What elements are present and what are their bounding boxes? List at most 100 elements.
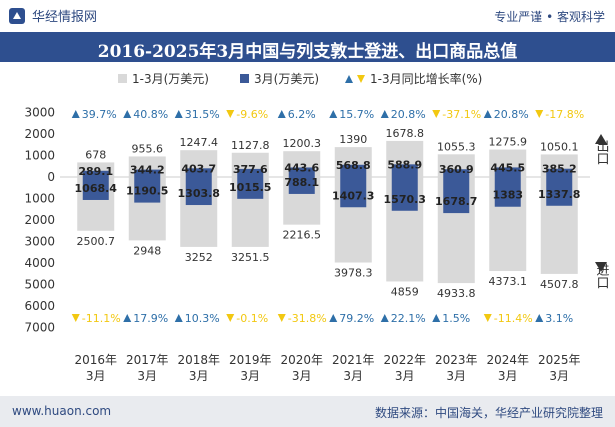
import-month-value: 1407.3	[332, 189, 374, 202]
legend-swatch-month	[240, 74, 249, 83]
import-growth-label: -11.4%	[494, 312, 533, 325]
import-cumulative-value: 4373.1	[489, 275, 528, 288]
x-category-label: 3月	[292, 369, 312, 383]
import-growth-label: 79.2%	[339, 312, 374, 325]
x-category-label: 3月	[240, 369, 260, 383]
import-month-value: 788.1	[284, 176, 319, 189]
export-month-value: 588.9	[387, 158, 422, 171]
footer-url[interactable]: www.huaon.com	[12, 404, 112, 418]
import-growth-up-icon	[535, 314, 544, 322]
import-down-arrow-icon	[595, 262, 607, 272]
export-month-bar	[82, 170, 109, 177]
chart-title: 2016-2025年3月中国与列支敦士登进、出口商品总值	[97, 42, 518, 62]
import-month-bar	[134, 177, 161, 203]
export-cumulative-value: 1275.9	[489, 136, 528, 149]
export-growth-up-icon	[277, 110, 286, 118]
export-month-bar	[288, 167, 315, 177]
x-category-label: 3月	[137, 369, 157, 383]
export-growth-down-icon	[432, 110, 441, 118]
footer-source: 数据来源：中国海关，华经产业研究院整理	[374, 406, 603, 420]
import-month-bar	[237, 177, 264, 199]
import-month-value: 1337.8	[538, 188, 580, 201]
top-bar: 华经情报网 专业严谨 • 客观科学	[0, 0, 615, 32]
brand-logo-icon	[9, 7, 25, 24]
x-category-label: 3月	[86, 369, 106, 383]
import-cumulative-value: 4507.8	[540, 278, 579, 291]
import-growth-down-icon	[71, 314, 80, 322]
import-month-bar	[546, 177, 573, 206]
y-tick-label: 7000	[24, 321, 55, 335]
import-month-bar	[391, 177, 418, 211]
legend-label-month: 3月(万美元)	[254, 72, 319, 86]
footer: www.huaon.com 数据来源：中国海关，华经产业研究院整理	[0, 396, 615, 427]
export-cumulative-value: 955.6	[132, 142, 164, 155]
import-month-bar	[82, 177, 109, 200]
import-month-value: 1068.4	[75, 182, 118, 195]
import-growth-up-icon	[432, 314, 441, 322]
import-cumulative-value: 2948	[133, 244, 161, 257]
x-category-label: 3月	[498, 369, 518, 383]
import-growth-up-icon	[123, 314, 132, 322]
chart-area: 1-3月(万美元) 3月(万美元) 1-3月同比增长率(%) 3000 2000 1000…	[24, 71, 610, 383]
export-month-bar	[391, 164, 418, 177]
export-cumulative-value: 1678.8	[386, 127, 425, 140]
x-category-label: 2016年	[74, 353, 117, 367]
title-bar: 2016-2025年3月中国与列支敦士登进、出口商品总值	[0, 32, 615, 62]
export-month-value: 443.6	[284, 161, 319, 174]
import-growth-up-icon	[174, 314, 183, 322]
brand[interactable]: 华经情报网	[8, 6, 97, 25]
legend-label-cumulative: 1-3月(万美元)	[132, 72, 209, 86]
export-cumulative-value: 1200.3	[283, 137, 322, 150]
y-tick-label: 0	[47, 170, 55, 184]
export-side-label: 出口	[594, 139, 609, 165]
y-tick-label: 5000	[24, 278, 55, 292]
import-month-value: 1303.8	[178, 187, 220, 200]
export-growth-label: 6.2%	[288, 108, 316, 121]
import-cumulative-value: 3252	[185, 251, 213, 264]
import-month-value: 1190.5	[126, 185, 168, 198]
import-growth-label: 1.5%	[442, 312, 470, 325]
export-month-bar	[494, 167, 521, 177]
export-growth-up-icon	[71, 110, 80, 118]
export-month-value: 568.8	[336, 159, 371, 172]
x-category-label: 3月	[189, 369, 209, 383]
export-growth-up-icon	[483, 110, 492, 118]
import-growth-label: -31.8%	[288, 312, 327, 325]
y-tick-label: 6000	[24, 299, 55, 313]
import-growth-label: -0.1%	[236, 312, 268, 325]
export-up-arrow-icon	[595, 134, 607, 144]
export-cumulative-value: 1050.1	[540, 140, 579, 153]
x-category-label: 2023年	[435, 353, 478, 367]
export-month-value: 403.7	[181, 162, 216, 175]
export-month-value: 445.5	[490, 161, 525, 174]
x-category-label: 3月	[343, 369, 363, 383]
import-growth-up-icon	[329, 314, 338, 322]
import-side-label: 进口	[594, 263, 610, 289]
import-month-bar	[288, 177, 315, 194]
export-growth-label: 20.8%	[494, 108, 529, 121]
slogan: 专业严谨 • 客观科学	[494, 10, 605, 24]
import-cumulative-value: 4859	[391, 285, 419, 298]
y-tick-label: 1000	[24, 149, 55, 163]
export-growth-up-icon	[174, 110, 183, 118]
export-month-value: 377.6	[233, 163, 268, 176]
import-growth-up-icon	[380, 314, 389, 322]
import-cumulative-value: 2216.5	[283, 229, 322, 242]
export-cumulative-value: 1247.4	[180, 136, 219, 149]
export-cumulative-value: 1390	[339, 133, 367, 146]
export-growth-label: 40.8%	[133, 108, 168, 121]
y-tick-label: 4000	[24, 256, 55, 270]
export-growth-label: 15.7%	[339, 108, 374, 121]
legend-label-growth: 1-3月同比增长率(%)	[370, 71, 482, 86]
y-tick-label: 1000	[24, 192, 55, 206]
export-month-value: 289.1	[78, 165, 113, 178]
legend-up-triangle-icon	[345, 75, 353, 83]
x-category-label: 2017年	[126, 353, 169, 367]
import-month-value: 1015.5	[229, 181, 271, 194]
import-growth-label: 10.3%	[185, 312, 220, 325]
import-growth-down-icon	[277, 314, 286, 322]
export-growth-up-icon	[123, 110, 132, 118]
export-growth-down-icon	[535, 110, 544, 118]
x-category-label: 2021年	[332, 353, 375, 367]
x-category-label: 2019年	[229, 353, 272, 367]
